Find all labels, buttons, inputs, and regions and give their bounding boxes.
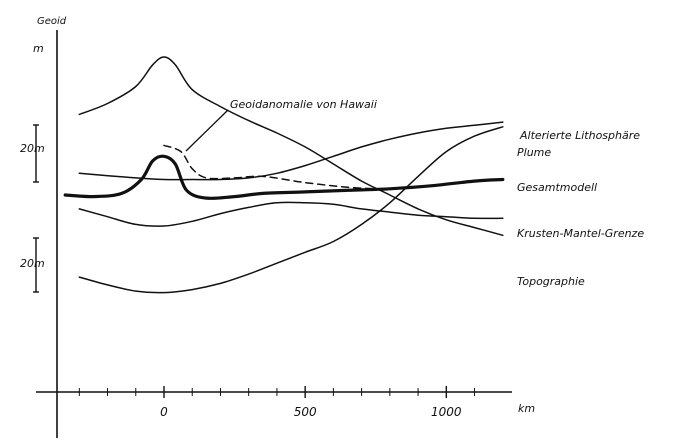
y-scale-label-lower: 20m [20, 257, 45, 270]
x-tick-label-0: 0 [160, 405, 168, 419]
y-scale-bar-lower [33, 237, 39, 293]
series-label-topographie: Topographie [517, 275, 585, 288]
x-axis-ticks: 0 500 1000 [78, 386, 476, 419]
series-label-plume: Plume [517, 146, 551, 159]
annotation-leader-line [185, 109, 229, 152]
annotation-hawaii: Geoidanomalie von Hawaii [230, 98, 377, 111]
y-axis-unit-label: m [33, 42, 44, 55]
series-line-plume [78, 126, 504, 294]
x-tick-label-1000: 1000 [431, 405, 462, 419]
series-label-gesamtmodell: Gesamtmodell [517, 181, 597, 194]
y-scale-bar-upper [33, 124, 39, 183]
series-labels: Topographie Alterierte Lithosphäre Plume Ge… [517, 129, 644, 288]
series-line-alterierte-lithosphaere [78, 121, 504, 181]
x-tick-label-500: 500 [294, 405, 317, 419]
series-line-krusten-mantel-grenze [78, 201, 504, 227]
series-label-krusten-mantel-grenze: Krusten-Mantel-Grenze [517, 227, 644, 240]
series-line-topographie [78, 56, 504, 237]
series-line-geoidanomalie-von-hawaii [163, 144, 377, 190]
y-axis-title: Geoid [37, 16, 67, 27]
series-label-alterierte-lithosphaere: Alterierte Lithosphäre [519, 129, 640, 142]
chart-curves [63, 56, 505, 294]
series-line-gesamtmodell [63, 154, 505, 200]
x-axis-unit-label: km [518, 402, 535, 415]
y-scale-label-upper: 20m [20, 142, 45, 155]
